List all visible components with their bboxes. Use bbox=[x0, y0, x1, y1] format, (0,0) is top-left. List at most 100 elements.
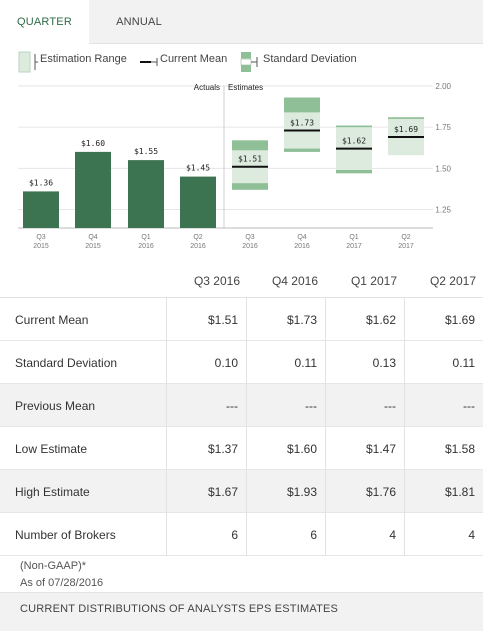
x-tick-label-year: 2016 bbox=[190, 243, 206, 250]
cell-value: $1.37 bbox=[207, 442, 238, 456]
row-label: Low Estimate bbox=[15, 442, 88, 456]
std-dev-upper-band bbox=[336, 125, 372, 128]
distribution-section[interactable]: CURRENT DISTRIBUTIONS OF ANALYSTS EPS ES… bbox=[0, 592, 483, 631]
x-tick-label-quarter: Q2 bbox=[401, 234, 410, 241]
table-cell: $1.93 bbox=[246, 470, 325, 513]
table-row-current-mean: Current Mean $1.51 $1.73 $1.62 $1.69 bbox=[0, 298, 483, 341]
legend-standard-deviation-label: Standard Deviation bbox=[263, 53, 357, 65]
actual-bar bbox=[128, 160, 164, 228]
non-gaap-note: (Non-GAAP)* bbox=[20, 560, 87, 572]
cell-value: 0.10 bbox=[214, 356, 238, 370]
legend-estimation-range-label: Estimation Range bbox=[40, 53, 127, 65]
eps-chart: 2.00 1.75 1.50 1.25 Actuals Estimates $1.36 $1.… bbox=[18, 82, 452, 250]
actual-bar-label: $1.60 bbox=[81, 139, 105, 148]
table-cell: --- bbox=[166, 384, 246, 427]
tab-annual[interactable]: ANNUAL bbox=[116, 16, 162, 28]
y-tick-label: 1.75 bbox=[435, 123, 451, 132]
legend-current-mean: Current Mean bbox=[139, 50, 239, 74]
table-cell: $1.51 bbox=[166, 298, 246, 341]
table-cell: 0.10 bbox=[166, 341, 246, 384]
std-dev-lower-band bbox=[232, 183, 268, 190]
x-tick-label-year: 2017 bbox=[346, 243, 362, 250]
x-tick-label-quarter: Q4 bbox=[297, 234, 306, 241]
std-dev-upper-band bbox=[388, 117, 424, 119]
y-tick-label: 1.50 bbox=[435, 164, 451, 173]
actual-bar-label: $1.36 bbox=[29, 178, 53, 187]
cell-value: --- bbox=[384, 399, 396, 413]
cell-value: 4 bbox=[389, 528, 396, 542]
x-tick-label-year: 2016 bbox=[242, 243, 258, 250]
current-mean-icon bbox=[140, 58, 158, 66]
actual-bar bbox=[23, 191, 59, 228]
x-tick-label-quarter: Q2 bbox=[193, 234, 202, 241]
table-row-standard-deviation: Standard Deviation 0.10 0.11 0.13 0.11 bbox=[0, 341, 483, 384]
std-dev-lower-band bbox=[336, 170, 372, 174]
standard-deviation-icon bbox=[240, 52, 258, 72]
cell-value: $1.81 bbox=[444, 485, 475, 499]
legend-current-mean-label: Current Mean bbox=[160, 53, 228, 65]
cell-value: $1.62 bbox=[365, 313, 396, 327]
current-mean-label: $1.51 bbox=[238, 155, 262, 164]
cell-value: $1.69 bbox=[444, 313, 475, 327]
estimates-table: Current Mean $1.51 $1.73 $1.62 $1.69 Sta… bbox=[0, 297, 483, 556]
tab-quarter[interactable]: QUARTER bbox=[0, 0, 89, 45]
current-mean-label: $1.73 bbox=[290, 118, 314, 127]
x-tick-label-year: 2016 bbox=[294, 243, 310, 250]
table-cell: 6 bbox=[246, 513, 325, 556]
table-cell: $1.73 bbox=[246, 298, 325, 341]
current-mean-label: $1.62 bbox=[342, 137, 366, 146]
cell-value: $1.51 bbox=[207, 313, 238, 327]
actual-bar bbox=[75, 151, 111, 228]
std-dev-upper-band bbox=[284, 97, 320, 113]
y-tick-label: 1.25 bbox=[435, 206, 451, 215]
table-cell: 0.13 bbox=[325, 341, 404, 384]
table-cell: $1.67 bbox=[166, 470, 246, 513]
x-tick-label-quarter: Q3 bbox=[36, 234, 45, 241]
cell-value: --- bbox=[226, 399, 238, 413]
table-cell: 4 bbox=[404, 513, 483, 556]
x-tick-label-quarter: Q1 bbox=[349, 234, 358, 241]
x-tick-label-year: 2015 bbox=[85, 243, 101, 250]
table-cell: $1.69 bbox=[404, 298, 483, 341]
distribution-section-title: CURRENT DISTRIBUTIONS OF ANALYSTS EPS ES… bbox=[20, 603, 339, 615]
estimation-range-icon bbox=[18, 51, 38, 73]
legend-estimation-range: Estimation Range bbox=[18, 50, 138, 74]
estimates-section-label: Estimates bbox=[228, 83, 263, 92]
x-tick-label-year: 2015 bbox=[33, 243, 49, 250]
table-cell: 4 bbox=[325, 513, 404, 556]
table-cell: $1.60 bbox=[246, 427, 325, 470]
x-tick-label-year: 2016 bbox=[138, 243, 154, 250]
table-cell: 6 bbox=[166, 513, 246, 556]
table-cell: $1.76 bbox=[325, 470, 404, 513]
column-header: Q1 2017 bbox=[350, 274, 397, 288]
actuals-section-label: Actuals bbox=[194, 83, 220, 92]
table-cell: --- bbox=[246, 384, 325, 427]
cell-value: $1.73 bbox=[286, 313, 317, 327]
table-cell: 0.11 bbox=[404, 341, 483, 384]
table-cell: $1.47 bbox=[325, 427, 404, 470]
as-of-date: As of 07/28/2016 bbox=[20, 577, 104, 589]
cell-value: $1.93 bbox=[286, 485, 317, 499]
table-row-high-estimate: High Estimate $1.67 $1.93 $1.76 $1.81 bbox=[0, 470, 483, 513]
table-row-low-estimate: Low Estimate $1.37 $1.60 $1.47 $1.58 bbox=[0, 427, 483, 470]
std-dev-upper-band bbox=[232, 140, 268, 151]
table-cell: $1.58 bbox=[404, 427, 483, 470]
cell-value: $1.67 bbox=[207, 485, 238, 499]
column-header: Q2 2017 bbox=[429, 274, 476, 288]
x-tick-label-year: 2017 bbox=[398, 243, 414, 250]
cell-value: $1.76 bbox=[365, 485, 396, 499]
cell-value: 6 bbox=[231, 528, 238, 542]
row-label: Standard Deviation bbox=[15, 356, 118, 370]
row-label: Previous Mean bbox=[15, 399, 96, 413]
cell-value: 0.11 bbox=[452, 356, 475, 370]
x-tick-label-quarter: Q1 bbox=[141, 234, 150, 241]
actual-bar-label: $1.55 bbox=[134, 147, 158, 156]
x-tick-label-quarter: Q3 bbox=[245, 234, 254, 241]
x-tick-label-quarter: Q4 bbox=[88, 234, 97, 241]
table-cell: 0.11 bbox=[246, 341, 325, 384]
legend-standard-deviation: Standard Deviation bbox=[240, 50, 380, 74]
column-header: Q4 2016 bbox=[271, 274, 318, 288]
table-row-number-of-brokers: Number of Brokers 6 6 4 4 bbox=[0, 513, 483, 556]
actual-bar-label: $1.45 bbox=[186, 164, 210, 173]
cell-value: --- bbox=[463, 399, 475, 413]
